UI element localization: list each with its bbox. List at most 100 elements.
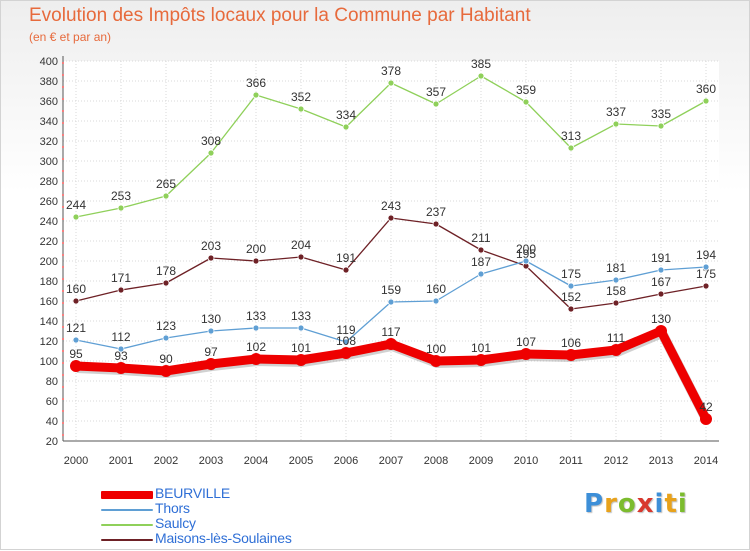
x-tick-label: 2010 — [514, 455, 538, 467]
data-label: 130 — [201, 312, 221, 326]
data-point — [522, 257, 530, 265]
y-tick-label: 380 — [40, 76, 58, 88]
data-point — [702, 97, 710, 105]
data-label: 385 — [471, 57, 491, 71]
data-point — [657, 290, 665, 298]
x-tick-label: 2003 — [199, 455, 223, 467]
data-point — [295, 354, 307, 366]
data-point — [612, 276, 620, 284]
data-label: 366 — [246, 76, 266, 90]
data-label: 211 — [471, 231, 490, 245]
data-point — [117, 345, 125, 353]
data-point — [117, 204, 125, 212]
x-tick-label: 2011 — [559, 455, 583, 467]
data-point — [432, 220, 440, 228]
logo-letter: P — [584, 489, 605, 519]
y-tick-label: 80 — [46, 376, 58, 388]
data-label: 93 — [114, 349, 128, 363]
data-label: 102 — [246, 340, 266, 354]
data-label: 160 — [66, 282, 86, 296]
data-point — [207, 254, 215, 262]
data-point — [72, 213, 80, 221]
data-label: 95 — [69, 347, 83, 361]
data-label: 130 — [651, 312, 671, 326]
x-tick-label: 2013 — [649, 455, 673, 467]
chart-title: Evolution des Impôts locaux pour la Comm… — [29, 5, 531, 26]
data-point — [432, 297, 440, 305]
data-label: 117 — [381, 325, 400, 339]
data-label: 106 — [561, 336, 581, 350]
data-point — [475, 354, 487, 366]
y-tick-label: 260 — [40, 196, 58, 208]
y-tick-label: 160 — [40, 296, 58, 308]
legend-label: Saulcy — [155, 515, 196, 531]
data-point — [205, 358, 217, 370]
data-point — [430, 355, 442, 367]
data-point — [702, 263, 710, 271]
legend-swatch — [101, 539, 153, 541]
data-label: 203 — [201, 239, 221, 253]
data-point — [342, 338, 350, 346]
data-point — [250, 353, 262, 365]
data-point — [297, 324, 305, 332]
data-label: 101 — [291, 341, 311, 355]
data-point — [207, 149, 215, 157]
data-label: 112 — [111, 330, 130, 344]
data-point — [70, 360, 82, 372]
data-point — [387, 214, 395, 222]
y-tick-label: 40 — [46, 416, 58, 428]
data-point — [162, 334, 170, 342]
data-point — [477, 270, 485, 278]
data-point — [252, 324, 260, 332]
x-tick-label: 2004 — [244, 455, 268, 467]
data-label: 107 — [516, 335, 536, 349]
data-point — [432, 100, 440, 108]
y-tick-label: 340 — [40, 116, 58, 128]
data-point — [477, 72, 485, 80]
data-label: 237 — [426, 205, 446, 219]
data-point — [340, 347, 352, 359]
y-tick-label: 120 — [40, 336, 58, 348]
data-point — [342, 123, 350, 131]
data-point — [385, 338, 397, 350]
data-point — [72, 336, 80, 344]
data-label: 175 — [696, 267, 716, 281]
data-label: 243 — [381, 199, 401, 213]
data-label: 244 — [66, 198, 86, 212]
data-label: 313 — [561, 129, 581, 143]
data-point — [162, 192, 170, 200]
y-tick-label: 60 — [46, 396, 58, 408]
data-point — [702, 282, 710, 290]
y-tick-label: 320 — [40, 136, 58, 148]
y-tick-label: 240 — [40, 216, 58, 228]
x-tick-label: 2008 — [424, 455, 448, 467]
data-label: 111 — [607, 331, 626, 345]
y-tick-label: 20 — [46, 436, 58, 448]
x-tick-label: 2007 — [379, 455, 403, 467]
x-tick-label: 2005 — [289, 455, 313, 467]
data-label: 159 — [381, 283, 401, 297]
data-point — [567, 144, 575, 152]
data-label: 97 — [204, 345, 218, 359]
logo-letter: r — [604, 489, 618, 519]
x-tick-label: 2014 — [694, 455, 718, 467]
data-label: 200 — [246, 242, 266, 256]
y-tick-label: 360 — [40, 96, 58, 108]
logo-letter: t — [664, 489, 678, 519]
data-point — [387, 79, 395, 87]
data-point — [522, 98, 530, 106]
data-point — [700, 413, 712, 425]
y-tick-label: 200 — [40, 256, 58, 268]
data-point — [567, 305, 575, 313]
data-label: 187 — [471, 255, 491, 269]
legend-swatch — [101, 509, 153, 511]
data-point — [477, 246, 485, 254]
data-label: 121 — [66, 321, 86, 335]
y-tick-label: 100 — [40, 356, 58, 368]
data-label: 181 — [606, 261, 626, 275]
data-label: 191 — [336, 251, 356, 265]
data-label: 152 — [561, 290, 581, 304]
data-label: 308 — [201, 134, 221, 148]
